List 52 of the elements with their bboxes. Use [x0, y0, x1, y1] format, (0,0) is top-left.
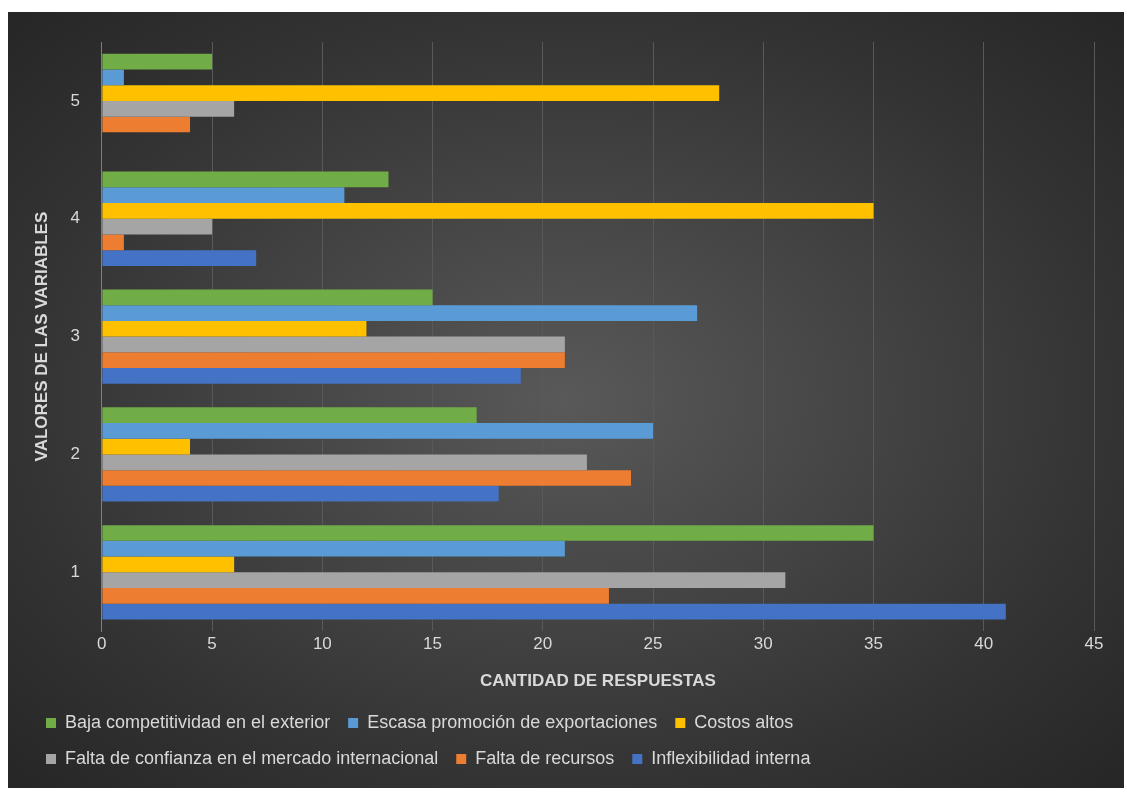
bar	[102, 53, 213, 70]
y-tick-label: 2	[70, 444, 80, 464]
x-tick-label: 5	[207, 634, 217, 654]
legend-label: Falta de recursos	[475, 747, 615, 768]
bar	[102, 234, 124, 251]
bar	[102, 116, 191, 133]
bar	[102, 336, 565, 353]
x-tick-label: 45	[1084, 634, 1104, 654]
bar	[102, 603, 1006, 620]
x-tick-label: 35	[864, 634, 883, 654]
x-axis-title: CANTIDAD DE RESPUESTAS	[480, 671, 716, 691]
bar	[102, 485, 499, 502]
x-tick-label: 20	[533, 634, 553, 654]
bar	[102, 250, 257, 266]
bar	[102, 320, 367, 337]
bar	[102, 438, 191, 455]
bar	[102, 85, 720, 101]
bar	[102, 203, 874, 219]
legend-label: Baja competitividad en el exterior	[65, 711, 331, 732]
bar	[102, 407, 477, 424]
y-tick-label: 5	[70, 90, 80, 110]
bar	[102, 540, 565, 557]
bar	[102, 572, 786, 588]
bar	[102, 525, 874, 541]
bar	[102, 470, 631, 486]
bar	[102, 171, 389, 188]
bar	[102, 187, 345, 204]
x-tick-label: 0	[97, 634, 107, 654]
y-axis-title: VALORES DE LAS VARIABLES	[31, 211, 51, 462]
x-tick-label: 10	[312, 634, 332, 654]
bar	[102, 289, 433, 306]
legend-label: Escasa promoción de exportaciones	[367, 711, 658, 732]
bar	[102, 69, 124, 86]
bar	[102, 587, 609, 604]
x-tick-label: 30	[753, 634, 773, 654]
legend-label: Costos altos	[694, 711, 794, 732]
legend-label: Inflexibilidad interna	[651, 747, 812, 768]
bar	[102, 556, 235, 573]
y-tick-label: 1	[70, 561, 80, 581]
bar	[102, 100, 235, 117]
bar	[102, 423, 654, 439]
legend-label: Falta de confianza en el mercado internacional	[65, 747, 439, 768]
bar	[102, 368, 521, 384]
x-tick-label: 15	[423, 634, 443, 654]
x-tick-label: 25	[643, 634, 663, 654]
y-tick-label: 4	[70, 208, 80, 228]
x-tick-label: 40	[974, 634, 994, 654]
bar	[102, 218, 213, 235]
bar	[102, 305, 698, 321]
bar	[102, 454, 587, 471]
bar	[102, 352, 565, 369]
y-tick-label: 3	[70, 326, 80, 346]
